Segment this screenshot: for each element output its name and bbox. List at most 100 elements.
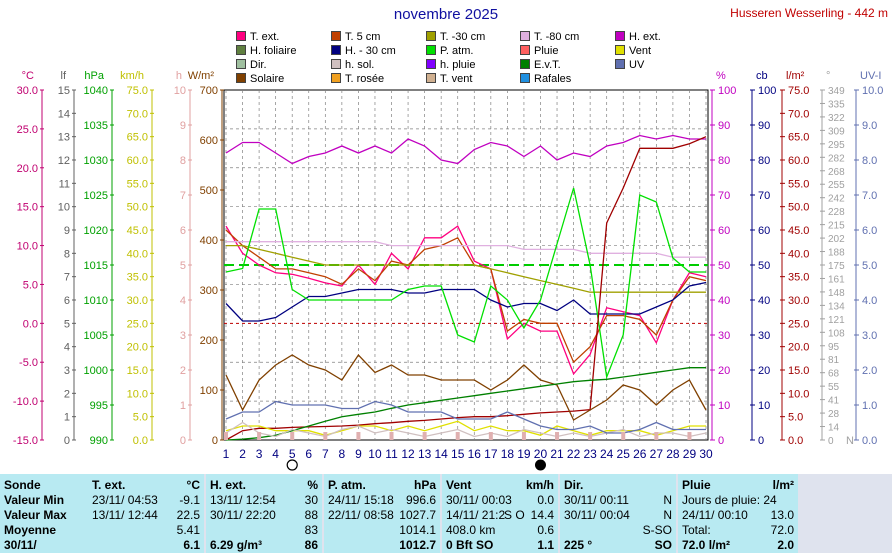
legend-label: Vent bbox=[629, 45, 652, 57]
stats-row: Jours de pluie: 24 bbox=[682, 493, 794, 509]
stats-cell: 23/11/ 04:53 bbox=[92, 493, 158, 507]
x-tick-label: 27 bbox=[650, 447, 664, 461]
legend-entry: E.v.T. bbox=[520, 59, 561, 71]
x-tick-label: 25 bbox=[617, 447, 631, 461]
legend-swatch bbox=[426, 45, 436, 55]
tick-label: 2 bbox=[180, 365, 186, 377]
tick-label: 300 bbox=[200, 285, 218, 297]
tick-label: 75.0 bbox=[788, 85, 809, 97]
tick-label: 10.0 bbox=[788, 388, 809, 400]
tick-label: 8.0 bbox=[862, 155, 877, 167]
tick-label: 65.0 bbox=[127, 132, 148, 144]
tick-label: 5 bbox=[64, 318, 70, 330]
stats-cell: H. ext. bbox=[210, 478, 247, 492]
tick-label: 25.0 bbox=[17, 124, 38, 136]
legend-swatch bbox=[520, 73, 530, 83]
tick-label: 70.0 bbox=[788, 108, 809, 120]
stats-cell: 86 bbox=[304, 538, 318, 552]
new-moon-icon bbox=[534, 459, 546, 471]
legend-label: T. rosée bbox=[345, 73, 385, 85]
stats-cell: -9.1 bbox=[179, 493, 200, 507]
rain-hour-bar bbox=[555, 432, 560, 440]
tick-label: 202 bbox=[828, 234, 845, 245]
stats-cell: % bbox=[307, 478, 318, 492]
stats-row: 6.29 g/m³ 86 bbox=[210, 538, 318, 554]
legend-swatch bbox=[426, 73, 436, 83]
tick-label: 1020 bbox=[84, 225, 108, 237]
tick-label: 70 bbox=[718, 190, 730, 202]
tick-label: 30.0 bbox=[17, 85, 38, 97]
tick-label: 50 bbox=[758, 260, 770, 272]
station-name: Husseren Wesserling - 442 m bbox=[730, 6, 888, 20]
tick-label: 30 bbox=[718, 330, 730, 342]
tick-label: 5.0 bbox=[23, 279, 38, 291]
stats-cell: 83 bbox=[304, 523, 318, 537]
stats-header: Pluie l/m² bbox=[682, 478, 794, 494]
stats-cell: SO bbox=[654, 538, 672, 552]
x-tick-label: 22 bbox=[567, 447, 581, 461]
stats-block: Sonde T. ext. °C Valeur Min 23/11/ 04:53 -9.1… bbox=[0, 474, 204, 553]
stats-row: 225 ° SO bbox=[564, 538, 672, 554]
tick-label: -15.0 bbox=[13, 435, 38, 447]
tick-label: 20 bbox=[758, 365, 770, 377]
series-line bbox=[225, 134, 706, 165]
x-tick-label: 29 bbox=[683, 447, 697, 461]
stats-row: Moyenne 5.41 bbox=[4, 523, 200, 539]
tick-label: 35.0 bbox=[788, 272, 809, 284]
tick-label: 15.0 bbox=[788, 365, 809, 377]
page-title: novembre 2025 bbox=[393, 6, 499, 23]
axis-unit: cb bbox=[756, 70, 768, 82]
tick-label: 5 bbox=[180, 260, 186, 272]
legend-label: T. vent bbox=[440, 73, 473, 85]
series-line bbox=[225, 400, 706, 434]
tick-label: 25.0 bbox=[788, 318, 809, 330]
tick-label: 10.0 bbox=[17, 241, 38, 253]
stats-cell: 22/11/ 08:58 bbox=[328, 508, 394, 522]
tick-label: 5.0 bbox=[133, 412, 148, 424]
stats-header: P. atm. hPa bbox=[328, 478, 436, 494]
tick-label: 242 bbox=[828, 194, 845, 205]
tick-label: 2.0 bbox=[862, 365, 877, 377]
stats-row: Valeur Max 13/11/ 12:44 22.5 bbox=[4, 508, 200, 524]
legend-entry: T. ext. bbox=[236, 31, 279, 43]
x-tick-label: 18 bbox=[501, 447, 515, 461]
stats-row: 13/11/ 12:54 30 bbox=[210, 493, 318, 509]
stats-cell: °C bbox=[186, 478, 200, 492]
stats-row: S-SO bbox=[564, 523, 672, 539]
series-line bbox=[225, 421, 707, 438]
tick-label: 3 bbox=[180, 330, 186, 342]
x-tick-label: 6 bbox=[305, 447, 312, 461]
legend-label: h. pluie bbox=[440, 59, 476, 71]
legend-swatch bbox=[236, 73, 246, 83]
stats-cell: 0.6 bbox=[537, 523, 554, 537]
tick-label: 295 bbox=[828, 140, 845, 151]
x-tick-label: 21 bbox=[550, 447, 564, 461]
legend-swatch bbox=[520, 45, 530, 55]
legend-swatch bbox=[331, 45, 341, 55]
tick-label: 7.0 bbox=[862, 190, 877, 202]
tick-label: 6 bbox=[64, 295, 70, 307]
x-tick-label: 1 bbox=[223, 447, 230, 461]
x-tick-label: 30 bbox=[699, 447, 713, 461]
tick-label: 40.0 bbox=[127, 248, 148, 260]
tick-label: 1010 bbox=[84, 295, 108, 307]
stats-cell: Valeur Min bbox=[4, 493, 65, 507]
rain-hour-bar bbox=[323, 432, 328, 440]
axis-unit: °C bbox=[22, 70, 34, 82]
legend-swatch bbox=[615, 45, 625, 55]
axis-unit: UV-I bbox=[860, 70, 881, 82]
legend-swatch bbox=[236, 45, 246, 55]
x-tick-label: 14 bbox=[434, 447, 448, 461]
series-line bbox=[225, 187, 706, 380]
tick-label: 50.0 bbox=[788, 202, 809, 214]
tick-label: 90 bbox=[718, 120, 730, 132]
legend-label: Pluie bbox=[534, 45, 559, 57]
stats-row: 30/11/ 22:20 88 bbox=[210, 508, 318, 524]
x-tick-label: 7 bbox=[322, 447, 329, 461]
tick-label: 30.0 bbox=[127, 295, 148, 307]
stats-cell: S O bbox=[504, 508, 525, 522]
rain-hour-bar bbox=[389, 432, 394, 440]
tick-label: 41 bbox=[828, 396, 840, 407]
legend-entry: H. ext. bbox=[615, 31, 661, 43]
tick-label: 14 bbox=[828, 423, 840, 434]
